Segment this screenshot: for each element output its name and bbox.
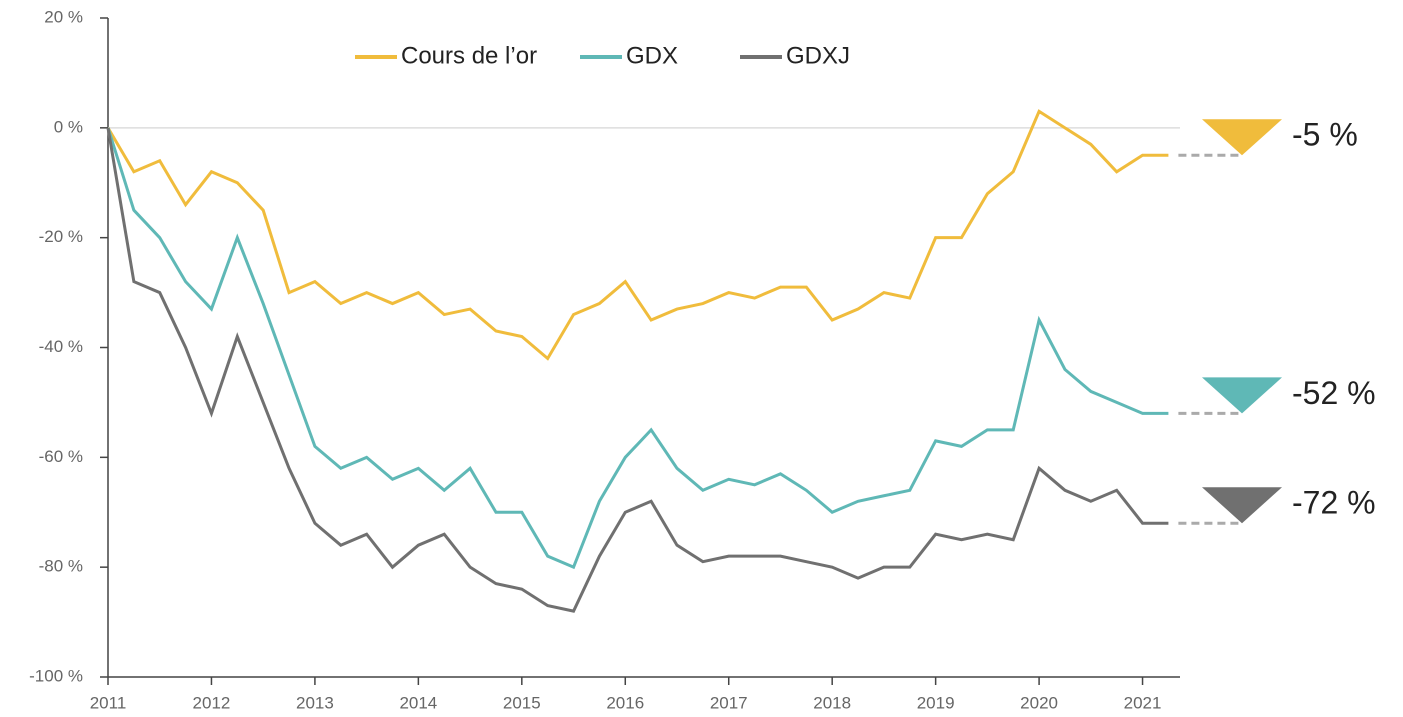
x-tick-label: 2019 (917, 693, 955, 712)
line (106, 127, 1169, 570)
y-tick-label: 0 % (54, 117, 83, 136)
y-tick-label: -100 % (29, 666, 83, 685)
line (106, 127, 1169, 613)
legend-label: Cours de l’or (401, 42, 537, 69)
end-label: -5 % (1292, 117, 1358, 153)
y-tick-label: -80 % (39, 557, 83, 576)
y-tick-label: -40 % (39, 337, 83, 356)
x-tick-label: 2017 (710, 693, 748, 712)
triangle-marker (1202, 119, 1282, 156)
line (106, 109, 1169, 361)
legend-label: GDX (626, 42, 678, 69)
x-tick-label: 2011 (90, 693, 127, 712)
triangle-marker (1202, 377, 1282, 414)
x-tick-label: 2013 (296, 693, 334, 712)
end-label: -72 % (1292, 485, 1376, 521)
triangle-marker (1202, 487, 1282, 524)
x-tick-label: 2018 (813, 693, 851, 712)
y-tick-label: -60 % (39, 447, 83, 466)
x-tick-label: 2012 (193, 693, 231, 712)
end-label: -52 % (1292, 375, 1376, 411)
x-tick-label: 2014 (399, 693, 437, 712)
y-tick-label: -20 % (39, 227, 83, 246)
x-tick-label: 2015 (503, 693, 541, 712)
y-tick-label: 20 % (44, 7, 83, 26)
x-tick-label: 2016 (606, 693, 644, 712)
x-tick-label: 2021 (1124, 693, 1162, 712)
legend-label: GDXJ (786, 42, 850, 69)
x-tick-label: 2020 (1020, 693, 1058, 712)
